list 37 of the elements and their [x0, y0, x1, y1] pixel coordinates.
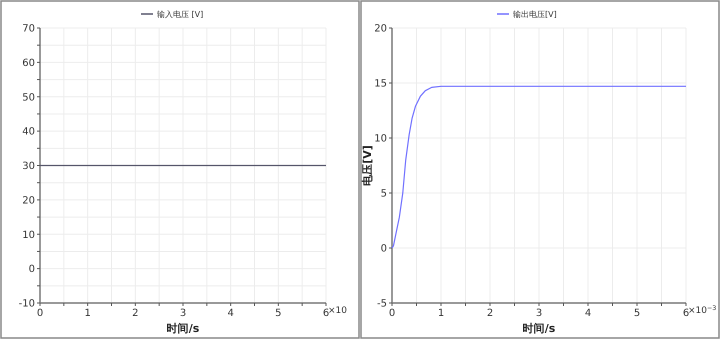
x-tick-label: 2	[486, 308, 494, 319]
y-tick-label: 0	[380, 244, 387, 254]
x-tick-label: 3	[536, 308, 542, 319]
x-tick-label: 6	[682, 308, 690, 319]
y-tick-label: 40	[22, 126, 35, 138]
y-tick-label: 20	[22, 195, 35, 206]
y-tick-label: -5	[377, 298, 387, 310]
x-tick-label: 5	[634, 308, 640, 319]
y-tick-label: 60	[22, 58, 35, 69]
y-tick-label: 50	[22, 92, 35, 104]
x-axis-title: 时间/s	[166, 322, 200, 335]
y-tick-label: 70	[22, 24, 35, 34]
y-tick-label: 15	[374, 78, 387, 90]
x-tick-label: 4	[584, 308, 592, 319]
y-tick-label: 30	[22, 161, 35, 172]
y-tick-label: 5	[380, 188, 387, 200]
line-series	[391, 86, 687, 249]
legend-label: 输入电压 [V]	[157, 10, 204, 19]
text: ×10	[328, 306, 348, 316]
x-tick-label: 1	[438, 308, 444, 319]
x-tick-label: 5	[275, 308, 282, 319]
x-tick-label: 0	[388, 308, 396, 319]
y-axis-title: 电压[V]	[361, 145, 374, 186]
y-tick-label: 0	[28, 264, 35, 276]
y-tick-label: 10	[22, 230, 35, 241]
y-tick-label: 20	[374, 24, 387, 34]
x-tick-label: 3	[180, 308, 186, 319]
legend-label: 输出电压[V]	[513, 10, 557, 19]
x-tick-label: 6	[322, 308, 330, 319]
x-tick-label: 1	[84, 308, 91, 319]
text: ×10$^{−3}$	[688, 304, 716, 316]
x-axis-title: 时间/s	[522, 322, 556, 335]
x-tick-label: 2	[132, 308, 139, 319]
y-tick-label: 10	[374, 134, 387, 144]
y-tick-label: -10	[18, 298, 35, 310]
x-tick-label: 0	[36, 308, 44, 319]
x-tick-label: 4	[227, 308, 234, 319]
